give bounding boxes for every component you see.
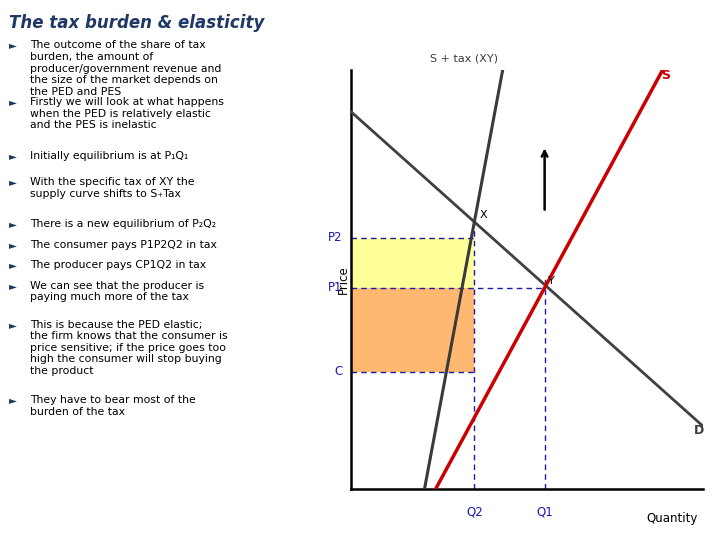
Text: The producer pays CP1Q2 in tax: The producer pays CP1Q2 in tax bbox=[30, 260, 207, 271]
Text: ►: ► bbox=[9, 40, 17, 51]
Text: The consumer pays P1P2Q2 in tax: The consumer pays P1P2Q2 in tax bbox=[30, 240, 217, 250]
Y-axis label: Price: Price bbox=[337, 265, 350, 294]
Text: ►: ► bbox=[9, 281, 17, 291]
Text: They have to bear most of the
burden of the tax: They have to bear most of the burden of … bbox=[30, 395, 196, 417]
Text: ►: ► bbox=[9, 260, 17, 271]
Text: D: D bbox=[694, 424, 704, 437]
Text: With the specific tax of XY the
supply curve shifts to S₊Tax: With the specific tax of XY the supply c… bbox=[30, 177, 194, 199]
Text: ►: ► bbox=[9, 97, 17, 107]
Text: P2: P2 bbox=[328, 231, 343, 244]
Text: There is a new equilibrium of P₂Q₂: There is a new equilibrium of P₂Q₂ bbox=[30, 219, 217, 230]
Text: ►: ► bbox=[9, 395, 17, 406]
Text: C: C bbox=[334, 365, 343, 378]
Text: S + tax (XY): S + tax (XY) bbox=[430, 54, 498, 64]
Text: This is because the PED elastic;
the firm knows that the consumer is
price sensi: This is because the PED elastic; the fir… bbox=[30, 320, 228, 376]
Text: ►: ► bbox=[9, 151, 17, 161]
Text: Quantity: Quantity bbox=[646, 512, 698, 525]
Text: ►: ► bbox=[9, 177, 17, 187]
Text: Q2: Q2 bbox=[466, 505, 482, 518]
Text: Y: Y bbox=[548, 275, 555, 286]
Text: ►: ► bbox=[9, 219, 17, 230]
Text: ►: ► bbox=[9, 240, 17, 250]
Text: Initially equilibrium is at P₁Q₁: Initially equilibrium is at P₁Q₁ bbox=[30, 151, 189, 161]
Text: The tax burden & elasticity: The tax burden & elasticity bbox=[9, 14, 265, 31]
Text: We can see that the producer is
paying much more of the tax: We can see that the producer is paying m… bbox=[30, 281, 204, 302]
Text: P1: P1 bbox=[328, 281, 343, 294]
Text: S: S bbox=[661, 69, 670, 82]
Text: ►: ► bbox=[9, 320, 17, 330]
Text: Firstly we will look at what happens
when the PED is relatively elastic
and the : Firstly we will look at what happens whe… bbox=[30, 97, 224, 130]
Text: The outcome of the share of tax
burden, the amount of
producer/government revenu: The outcome of the share of tax burden, … bbox=[30, 40, 222, 97]
Text: X: X bbox=[480, 210, 487, 220]
Text: Q1: Q1 bbox=[536, 505, 553, 518]
